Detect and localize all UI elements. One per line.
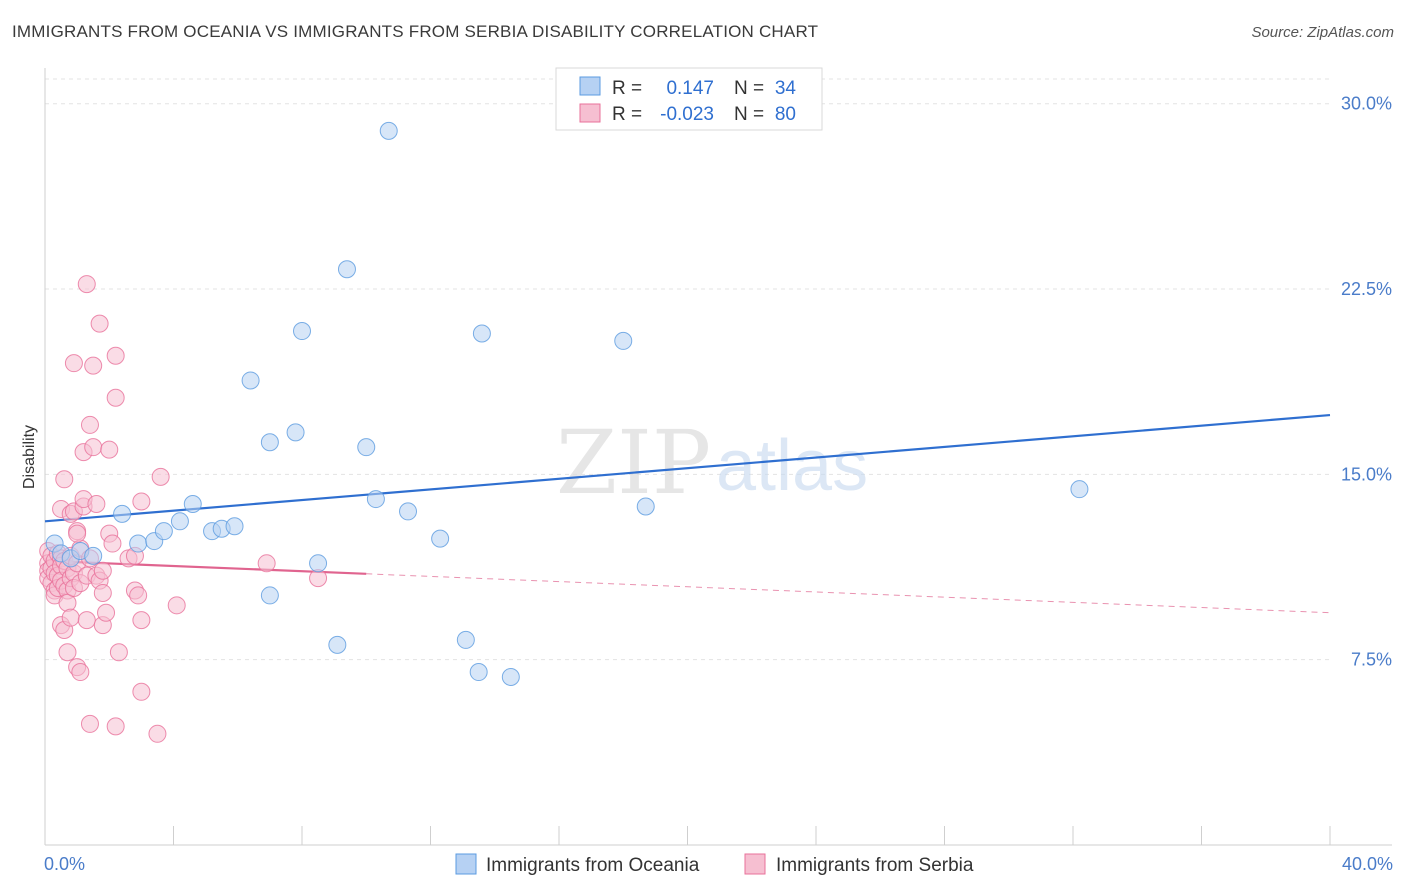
source-credit: Source: ZipAtlas.com bbox=[1251, 24, 1394, 41]
oceania-point bbox=[170, 512, 189, 531]
legend-swatch-serbia bbox=[579, 103, 601, 123]
y-tick-label: 30.0% bbox=[1341, 94, 1392, 114]
oceania-point bbox=[1070, 480, 1089, 499]
bottom-legend-label-oceania: Immigrants from Oceania bbox=[486, 855, 700, 876]
oceania-point bbox=[379, 121, 398, 140]
grid-layer bbox=[45, 78, 1330, 661]
oceania-point bbox=[431, 529, 450, 548]
legend: R = 0.147 N = 34 R = -0.023 N = 80 bbox=[555, 67, 823, 131]
oceania-point bbox=[129, 534, 148, 553]
serbia-point bbox=[106, 388, 125, 407]
legend-n-value-oceania: 34 bbox=[775, 78, 797, 99]
axis-layer: 7.5% 15.0% 22.5% 30.0% 0.0% 40.0% bbox=[44, 68, 1393, 874]
oceania-point bbox=[366, 490, 385, 509]
points-layer bbox=[39, 121, 1089, 743]
oceania-point bbox=[614, 331, 633, 350]
oceania-point bbox=[357, 438, 376, 457]
y-axis-label: Disability bbox=[21, 425, 38, 489]
serbia-point bbox=[97, 603, 116, 622]
oceania-point bbox=[636, 497, 655, 516]
serbia-point bbox=[80, 415, 99, 434]
serbia-point bbox=[90, 314, 109, 333]
serbia-point bbox=[71, 663, 90, 682]
serbia-point bbox=[132, 492, 151, 511]
serbia-point bbox=[77, 275, 96, 294]
oceania-point bbox=[309, 554, 328, 573]
oceania-point bbox=[241, 371, 260, 390]
serbia-point bbox=[167, 596, 186, 615]
bottom-legend-swatch-serbia bbox=[744, 853, 766, 875]
serbia-point bbox=[84, 438, 103, 457]
y-tick-label: 15.0% bbox=[1341, 464, 1392, 484]
serbia-point bbox=[68, 524, 87, 543]
serbia-point bbox=[93, 583, 112, 602]
serbia-point bbox=[77, 611, 96, 630]
y-tick-label: 22.5% bbox=[1341, 279, 1392, 299]
serbia-point bbox=[148, 724, 167, 743]
oceania-point bbox=[183, 495, 202, 514]
x-tick-label: 40.0% bbox=[1342, 854, 1393, 874]
x-tick-label: 0.0% bbox=[44, 854, 85, 874]
serbia-point bbox=[109, 643, 128, 662]
legend-r-label-serbia: R = bbox=[612, 104, 642, 125]
oceania-point bbox=[337, 260, 356, 279]
serbia-point bbox=[100, 440, 119, 459]
legend-swatch-oceania bbox=[579, 76, 601, 96]
oceania-point bbox=[293, 322, 311, 341]
trend-line-serbia-extension bbox=[366, 573, 1331, 614]
oceania-point bbox=[260, 433, 279, 452]
bottom-legend: Immigrants from Oceania Immigrants from … bbox=[455, 853, 974, 876]
watermark-atlas: atlas bbox=[716, 426, 868, 506]
bottom-legend-label-serbia: Immigrants from Serbia bbox=[776, 855, 974, 876]
oceania-point bbox=[472, 324, 491, 343]
oceania-point bbox=[399, 502, 418, 521]
serbia-point bbox=[132, 682, 151, 701]
legend-r-value-serbia: -0.023 bbox=[660, 104, 714, 125]
watermark-zip: ZIP bbox=[556, 411, 711, 514]
watermark: ZIP atlas bbox=[556, 411, 868, 514]
serbia-point bbox=[103, 534, 122, 553]
serbia-point bbox=[257, 554, 276, 573]
oceania-point bbox=[328, 635, 347, 654]
oceania-point bbox=[260, 586, 279, 605]
legend-n-value-serbia: 80 bbox=[775, 104, 796, 125]
legend-n-label-oceania: N = bbox=[734, 78, 764, 99]
serbia-point bbox=[93, 561, 112, 580]
serbia-point bbox=[58, 643, 77, 662]
bottom-legend-swatch-oceania bbox=[455, 853, 477, 875]
oceania-point bbox=[154, 522, 173, 541]
y-tick-label: 7.5% bbox=[1351, 650, 1392, 670]
trend-line-oceania bbox=[44, 413, 1331, 523]
legend-n-label-serbia: N = bbox=[734, 104, 764, 125]
serbia-point bbox=[64, 354, 83, 373]
oceania-point bbox=[286, 423, 305, 442]
oceania-point bbox=[501, 667, 520, 686]
oceania-point bbox=[113, 504, 132, 523]
serbia-point bbox=[106, 717, 125, 736]
oceania-point bbox=[456, 630, 475, 649]
chart-title: IMMIGRANTS FROM OCEANIA VS IMMIGRANTS FR… bbox=[12, 22, 819, 41]
serbia-point bbox=[55, 470, 74, 489]
serbia-point bbox=[84, 356, 103, 375]
oceania-point bbox=[225, 517, 244, 536]
serbia-point bbox=[87, 495, 106, 514]
oceania-point bbox=[84, 546, 103, 565]
serbia-point bbox=[61, 608, 80, 627]
legend-r-value-oceania: 0.147 bbox=[666, 78, 714, 99]
serbia-point bbox=[132, 611, 151, 630]
serbia-point bbox=[129, 586, 148, 605]
legend-r-label-oceania: R = bbox=[612, 78, 642, 99]
serbia-point bbox=[151, 467, 170, 486]
oceania-point bbox=[469, 663, 488, 682]
serbia-point bbox=[106, 346, 125, 365]
serbia-point bbox=[80, 714, 99, 733]
